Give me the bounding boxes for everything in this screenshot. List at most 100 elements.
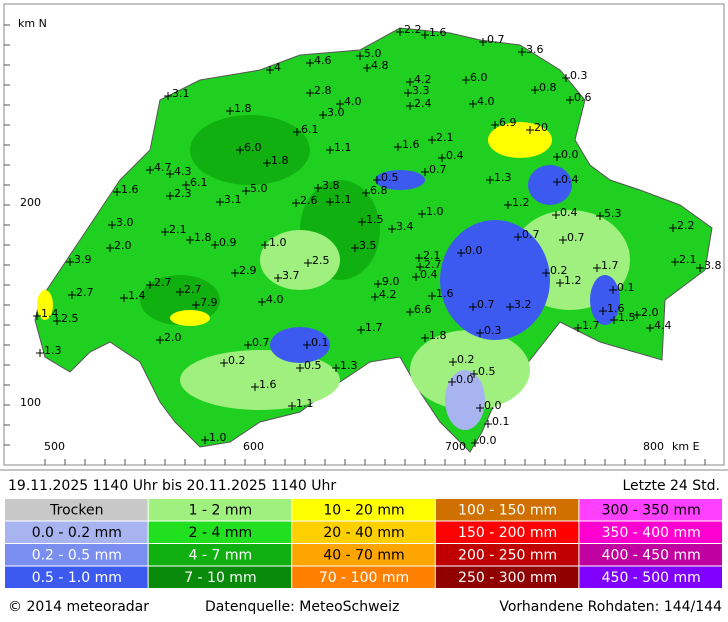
station-value: 3.8 (322, 179, 340, 192)
station-marker (421, 31, 429, 39)
station-marker (242, 187, 250, 195)
legend-label: 200 - 250 mm (458, 547, 557, 563)
station-value: 6.1 (301, 123, 319, 136)
station-value: 0.0 (479, 434, 497, 447)
precip-area (528, 165, 572, 205)
station-value: 2.9 (239, 264, 257, 277)
station-marker (469, 303, 477, 311)
station-value: 0.6 (574, 91, 592, 104)
station-marker (406, 78, 414, 86)
window: Letzte 24 Std. (622, 478, 720, 494)
station-marker (373, 176, 381, 184)
station-marker (261, 241, 269, 249)
station-value: 3.9 (74, 253, 92, 266)
station-value: 2.8 (314, 84, 332, 97)
station-value: 0.7 (522, 228, 540, 241)
station-marker (374, 280, 382, 288)
y-tick-label: 200 (20, 196, 41, 209)
station-value: 1.6 (607, 302, 625, 315)
station-value: 0.4 (561, 173, 579, 186)
station-value: 1.2 (564, 274, 582, 287)
station-marker (363, 64, 371, 72)
precip-area (375, 170, 425, 190)
station-value: 4.0 (477, 95, 495, 108)
legend-label: 450 - 500 mm (602, 570, 701, 586)
station-value: 0.3 (570, 69, 588, 82)
station-value: 6.9 (499, 116, 517, 129)
legend-swatch (579, 566, 722, 588)
station-marker (326, 146, 334, 154)
station-marker (358, 218, 366, 226)
precip-area (270, 327, 330, 363)
station-marker (304, 259, 312, 267)
station-value: 1.3 (494, 171, 512, 184)
legend-label: 350 - 400 mm (602, 525, 701, 541)
station-marker (113, 188, 121, 196)
legend-label: 0.0 - 0.2 mm (32, 525, 122, 541)
station-marker (231, 269, 239, 277)
period: 19.11.2025 1140 Uhr bis 20.11.2025 1140 … (8, 478, 336, 494)
station-value: 5.3 (604, 207, 622, 220)
station-marker (416, 263, 424, 271)
station-marker (336, 100, 344, 108)
station-value: 0.8 (539, 81, 557, 94)
station-value: 0.5 (304, 359, 322, 372)
station-value: 6.0 (244, 141, 262, 154)
legend-label: 300 - 350 mm (602, 502, 701, 518)
station-value: 2.7 (424, 258, 442, 271)
station-value: 1.2 (512, 196, 530, 209)
station-value: 1.5 (366, 213, 384, 226)
station-value: 2.0 (164, 331, 182, 344)
station-value: 3.5 (359, 239, 377, 252)
precip-area (445, 370, 485, 430)
station-value: 2.6 (300, 194, 318, 207)
station-value: 4.8 (371, 59, 389, 72)
legend-label: 4 - 7 mm (189, 547, 253, 563)
station-marker (406, 102, 414, 110)
station-value: 4.4 (654, 319, 672, 332)
station-marker (306, 59, 314, 67)
station-value: 2.7 (184, 283, 202, 296)
station-marker (559, 236, 567, 244)
station-value: 1.8 (271, 154, 289, 167)
station-marker (192, 301, 200, 309)
station-value: 1.6 (436, 287, 454, 300)
station-marker (696, 264, 704, 272)
station-marker (106, 244, 114, 252)
station-value: 0.9 (219, 236, 237, 249)
precip-area (440, 220, 550, 340)
station-value: 4 (274, 61, 281, 74)
station-marker (68, 291, 76, 299)
station-value: 3.3 (412, 84, 430, 97)
legend-swatch (292, 521, 435, 543)
station-marker (266, 66, 274, 74)
station-value: 2.2 (404, 23, 422, 36)
station-marker (421, 168, 429, 176)
legend-label: 1 - 2 mm (189, 502, 253, 518)
station-marker (506, 303, 514, 311)
station-marker (296, 364, 304, 372)
station-value: 1.3 (340, 359, 358, 372)
station-marker (471, 439, 479, 447)
station-value: 2.1 (679, 253, 697, 266)
station-value: 1.8 (429, 329, 447, 342)
station-value: 2.2 (677, 219, 695, 232)
station-value: 0.5 (478, 365, 496, 378)
legend-swatch (148, 566, 292, 588)
station-marker (166, 170, 174, 178)
legend-label: 20 - 40 mm (323, 525, 404, 541)
copyright: © 2014 meteoradar (8, 599, 149, 615)
station-marker (448, 378, 456, 386)
legend-label: 2 - 4 mm (189, 525, 253, 541)
station-value: 6.0 (470, 71, 488, 84)
station-marker (388, 225, 396, 233)
station-marker (428, 136, 436, 144)
station-value: 1.4 (128, 289, 146, 302)
station-value: 0.0 (484, 399, 502, 412)
station-marker (553, 178, 561, 186)
legend-swatch (5, 499, 148, 521)
legend-swatch (5, 566, 148, 588)
legend-swatch (435, 499, 579, 521)
